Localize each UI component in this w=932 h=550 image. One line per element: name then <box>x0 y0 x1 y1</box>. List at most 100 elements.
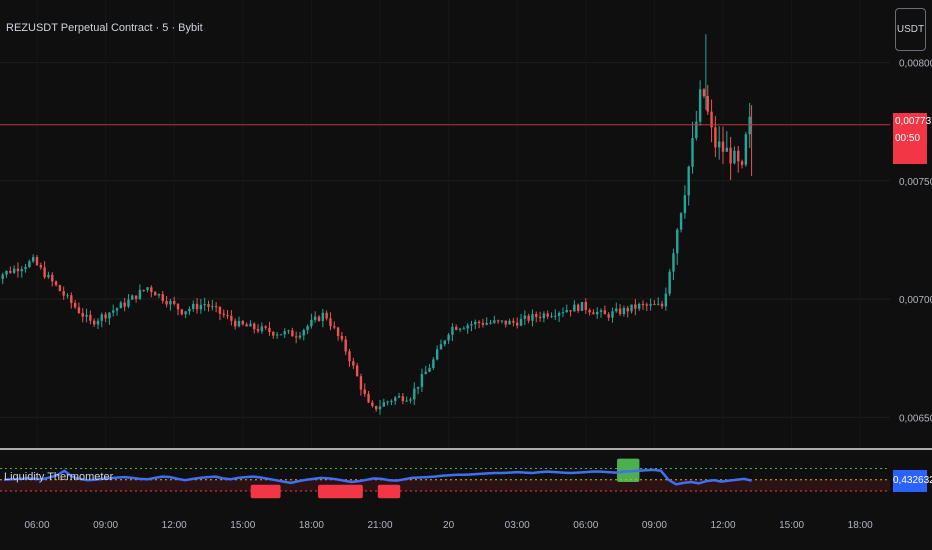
candle-body <box>611 311 614 318</box>
candle-body <box>329 318 332 327</box>
candle-body <box>721 141 725 152</box>
time-tick-label: 09:00 <box>642 520 667 531</box>
time-tick-label: 12:00 <box>710 520 735 531</box>
last-price-tag: 0,007737 00:50 <box>893 113 932 164</box>
candle-body <box>683 195 687 214</box>
candle-body <box>714 127 717 148</box>
candle-body <box>615 308 618 312</box>
candle-body <box>550 315 553 317</box>
candle-body <box>279 334 283 336</box>
candle-body <box>504 320 507 325</box>
candle-body <box>386 401 389 403</box>
candle-body <box>527 315 530 321</box>
candle-body <box>134 295 138 299</box>
candle-body <box>576 304 580 311</box>
candle-body <box>272 332 275 336</box>
candle-body <box>16 268 20 272</box>
candle-body <box>569 310 572 312</box>
candle-body <box>443 340 446 345</box>
candle-body <box>104 314 107 319</box>
candle-body <box>127 299 130 307</box>
candle-body <box>435 349 439 360</box>
indicator-background <box>0 479 890 491</box>
candle-body <box>268 327 271 333</box>
candle-body <box>153 292 157 296</box>
currency-button[interactable]: USDT <box>895 8 926 51</box>
candle-body <box>470 324 473 326</box>
candle-body <box>455 326 458 330</box>
candle-body <box>737 150 740 162</box>
candle-body <box>394 397 397 401</box>
candle-body <box>260 326 264 332</box>
candle-body <box>599 310 603 312</box>
candle-body <box>466 325 469 329</box>
candle-body <box>668 271 671 294</box>
candle-body <box>146 287 149 291</box>
candle-body <box>374 405 378 410</box>
candle-body <box>371 402 374 406</box>
candle-body <box>359 376 363 390</box>
indicator-name[interactable]: Liquidity Thermometer <box>4 471 114 483</box>
candle-body <box>169 300 172 305</box>
last-price-value: 0,007737 <box>895 116 932 127</box>
candle-body <box>287 330 290 332</box>
time-tick-label: 20 <box>443 520 455 531</box>
candle-body <box>622 307 626 315</box>
candle-body <box>740 161 744 165</box>
candle-body <box>119 302 123 309</box>
time-axis: 06:00 09:00 12:00 15:00 18:00 21:00 20 03:00 06:… <box>24 520 873 531</box>
candle-body <box>291 330 294 337</box>
candle-body <box>698 89 702 122</box>
candle-body <box>344 339 347 352</box>
candle-body <box>253 323 256 330</box>
candle-body <box>554 315 557 317</box>
candle-body <box>725 147 729 152</box>
candle-body <box>340 335 344 340</box>
time-tick-label: 03:00 <box>505 520 530 531</box>
candle-body <box>77 307 81 314</box>
candle-body <box>588 309 591 313</box>
time-tick-label: 06:00 <box>573 520 598 531</box>
time-tick-label: 15:00 <box>230 520 255 531</box>
candle-body <box>306 326 309 331</box>
candle-body <box>618 308 622 315</box>
candle-body <box>355 365 359 377</box>
candle-body <box>237 320 241 327</box>
candle-body <box>249 323 252 327</box>
candle-body <box>584 301 587 310</box>
candle-body <box>645 304 648 306</box>
candle-body <box>203 304 206 306</box>
candle-body <box>352 361 355 366</box>
candle-body <box>626 307 629 312</box>
candle-body <box>687 166 690 196</box>
candle-body <box>207 304 210 307</box>
candle-body <box>592 312 595 315</box>
candle-body <box>481 322 485 325</box>
main-grid <box>0 62 890 418</box>
candle-body <box>485 323 488 325</box>
candle-body <box>100 314 103 321</box>
candle-body <box>35 257 39 266</box>
candle-body <box>706 96 709 112</box>
candle-body <box>298 335 302 338</box>
candle-body <box>333 326 336 328</box>
candle-body <box>12 268 16 273</box>
candle-body <box>108 312 111 319</box>
candle-body <box>637 303 641 309</box>
candle-body <box>477 321 481 323</box>
candle-body <box>9 270 12 273</box>
candle-body <box>264 326 267 328</box>
candle-body <box>523 315 527 319</box>
candle-body <box>336 327 340 336</box>
candle-body <box>546 313 549 317</box>
bar-countdown: 00:50 <box>895 133 921 144</box>
candle-body <box>294 336 298 338</box>
time-tick-label: 12:00 <box>162 520 187 531</box>
candle-body <box>275 334 279 336</box>
indicator-line <box>3 468 752 486</box>
time-tick-label: 06:00 <box>24 520 49 531</box>
candle-body <box>188 308 191 312</box>
candle-body <box>573 304 576 312</box>
candle-body <box>73 303 77 308</box>
candle-body <box>222 313 225 316</box>
